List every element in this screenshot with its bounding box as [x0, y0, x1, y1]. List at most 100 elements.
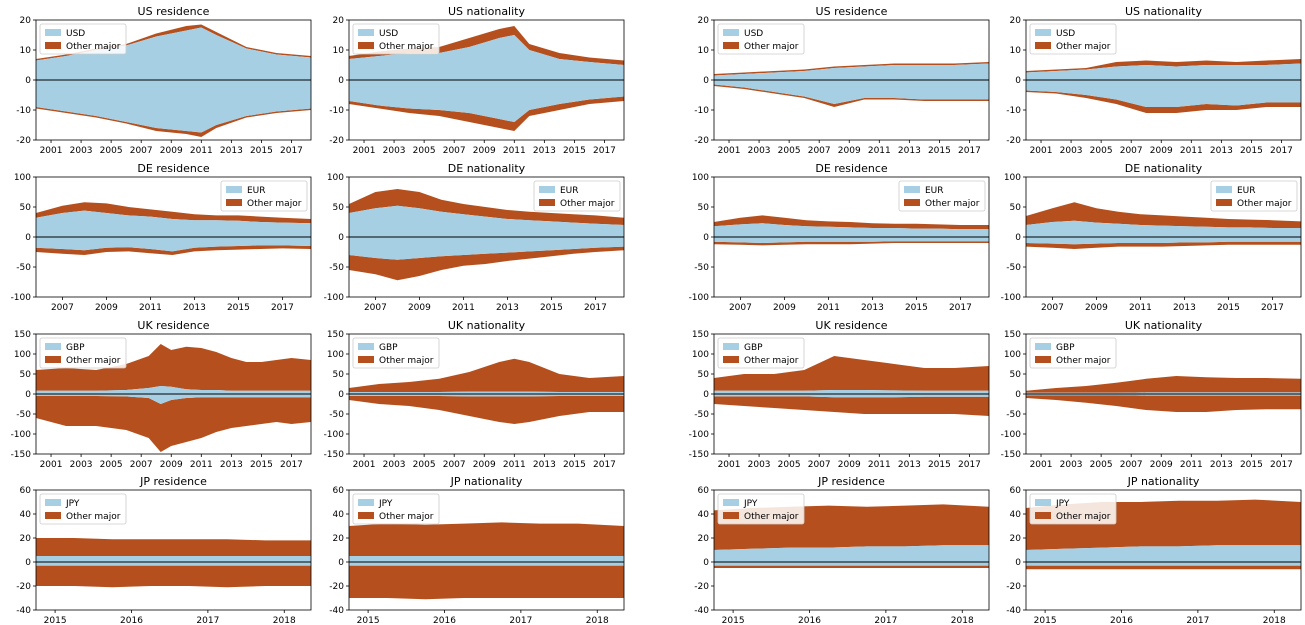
y-tick-label: 0 — [338, 390, 344, 400]
legend: EUR Other major — [533, 180, 621, 212]
x-tick-label: 2005 — [413, 460, 436, 470]
y-tick-label: 40 — [698, 510, 710, 520]
x-tick-label: 2005 — [413, 146, 436, 156]
y-tick-label: 20 — [20, 16, 32, 26]
plot-area — [1026, 59, 1301, 113]
other-major-negative-area — [1026, 395, 1301, 412]
y-tick-label: -150 — [324, 450, 345, 460]
y-tick-label: -40 — [329, 606, 344, 616]
x-tick-label: 2001 — [40, 460, 63, 470]
plot-frame — [1025, 489, 1302, 611]
y-tick-label: 0 — [25, 558, 31, 568]
x-tick-label: 2011 — [1180, 460, 1203, 470]
legend-box — [1029, 23, 1117, 55]
y-tick-label: 0 — [703, 558, 709, 568]
local-currency-positive-area — [36, 556, 311, 562]
local-currency-positive-area — [349, 556, 624, 562]
y-tick-label: 50 — [698, 370, 710, 380]
legend-swatch-other — [1035, 42, 1051, 49]
other-major-negative-area — [349, 246, 624, 281]
legend-label-local: GBP — [1056, 343, 1075, 353]
y-tick-label: 20 — [698, 534, 710, 544]
y-tick-label: -50 — [16, 263, 31, 273]
panel-title: UK nationality — [1125, 319, 1203, 332]
x-tick-label: 2005 — [100, 460, 123, 470]
plot-area — [349, 189, 624, 281]
y-tick-label: -40 — [694, 606, 709, 616]
x-tick-label: 2003 — [1060, 460, 1083, 470]
x-tick-label: 2009 — [473, 460, 496, 470]
x-tick-label: 2016 — [433, 616, 456, 625]
other-major-positive-area — [36, 344, 311, 391]
y-tick-label: 0 — [25, 76, 31, 86]
legend: EUR Other major — [220, 180, 308, 212]
local-currency-positive-area — [349, 205, 624, 237]
panel-title: US nationality — [1125, 5, 1202, 18]
local-currency-negative-area — [36, 80, 311, 133]
legend-label-local: JPY — [1055, 499, 1070, 509]
y-tick-label: 150 — [14, 330, 31, 340]
y-tick-label: 40 — [333, 510, 345, 520]
y-tick-label: -50 — [16, 410, 31, 420]
legend-label-other: Other major — [1056, 42, 1111, 52]
legend-swatch-local — [1035, 343, 1051, 350]
other-major-negative-area — [714, 241, 989, 246]
x-tick-label: 2001 — [718, 460, 741, 470]
other-major-positive-area — [349, 189, 624, 225]
legend-box — [1210, 180, 1298, 212]
x-tick-label: 2017 — [280, 460, 303, 470]
local-currency-positive-area — [714, 63, 989, 80]
x-tick-label: 2007 — [130, 460, 153, 470]
local-currency-positive-area — [1026, 545, 1301, 562]
x-tick-label: 2015 — [928, 146, 951, 156]
local-currency-negative-area — [714, 80, 989, 104]
plot-area — [36, 538, 311, 588]
x-tick-label: 2005 — [778, 146, 801, 156]
y-tick-label: 100 — [14, 173, 31, 183]
x-tick-label: 2018 — [273, 616, 296, 625]
x-tick-label: 2009 — [95, 303, 118, 313]
legend-label-other: Other major — [379, 512, 434, 522]
x-tick-label: 2003 — [383, 460, 406, 470]
legend-box — [352, 23, 440, 55]
local-currency-negative-area — [1026, 237, 1301, 245]
x-tick-label: 2009 — [1150, 460, 1173, 470]
local-currency-positive-area — [36, 386, 311, 394]
legend-swatch-local — [45, 343, 61, 350]
other-major-negative-area — [1026, 90, 1301, 113]
y-tick-label: -10 — [16, 106, 31, 116]
x-tick-label: 2003 — [70, 146, 93, 156]
legend-label-other: Other major — [66, 512, 121, 522]
legend-label-local: USD — [744, 29, 763, 39]
y-tick-label: 20 — [1010, 16, 1022, 26]
legend: EUR Other major — [898, 180, 986, 212]
y-tick-label: -150 — [1001, 450, 1022, 460]
x-tick-label: 2018 — [1263, 616, 1286, 625]
plot-area — [714, 62, 989, 107]
y-tick-label: 60 — [698, 486, 710, 496]
y-tick-label: -100 — [11, 293, 32, 303]
x-tick-label: 2017 — [280, 146, 303, 156]
legend-label-local: EUR — [560, 186, 579, 196]
x-tick-label: 2003 — [748, 460, 771, 470]
legend: GBP Other major — [352, 337, 440, 369]
other-major-positive-area — [1026, 202, 1301, 228]
y-tick-label: -100 — [689, 430, 710, 440]
x-tick-label: 2017 — [584, 303, 607, 313]
y-tick-label: -150 — [11, 450, 32, 460]
panel-title: DE residence — [815, 162, 888, 175]
legend-label-other: Other major — [744, 512, 799, 522]
y-tick-label: -100 — [324, 430, 345, 440]
panel-6: -100 -50 0 50 100 2007 2009 2011 2013 2015 2017 DE … — [689, 162, 990, 313]
y-tick-label: 50 — [333, 370, 345, 380]
panel-title: JP residence — [817, 475, 885, 488]
x-tick-label: 2016 — [798, 616, 821, 625]
plot-area — [714, 215, 989, 246]
local-currency-positive-area — [1026, 63, 1301, 80]
x-tick-label: 2013 — [1173, 303, 1196, 313]
legend-label-other: Other major — [247, 199, 302, 209]
legend: USD Other major — [1029, 23, 1117, 55]
y-tick-label: 10 — [1010, 46, 1022, 56]
legend-swatch-local — [1035, 29, 1051, 36]
legend-label-local: JPY — [65, 499, 80, 509]
